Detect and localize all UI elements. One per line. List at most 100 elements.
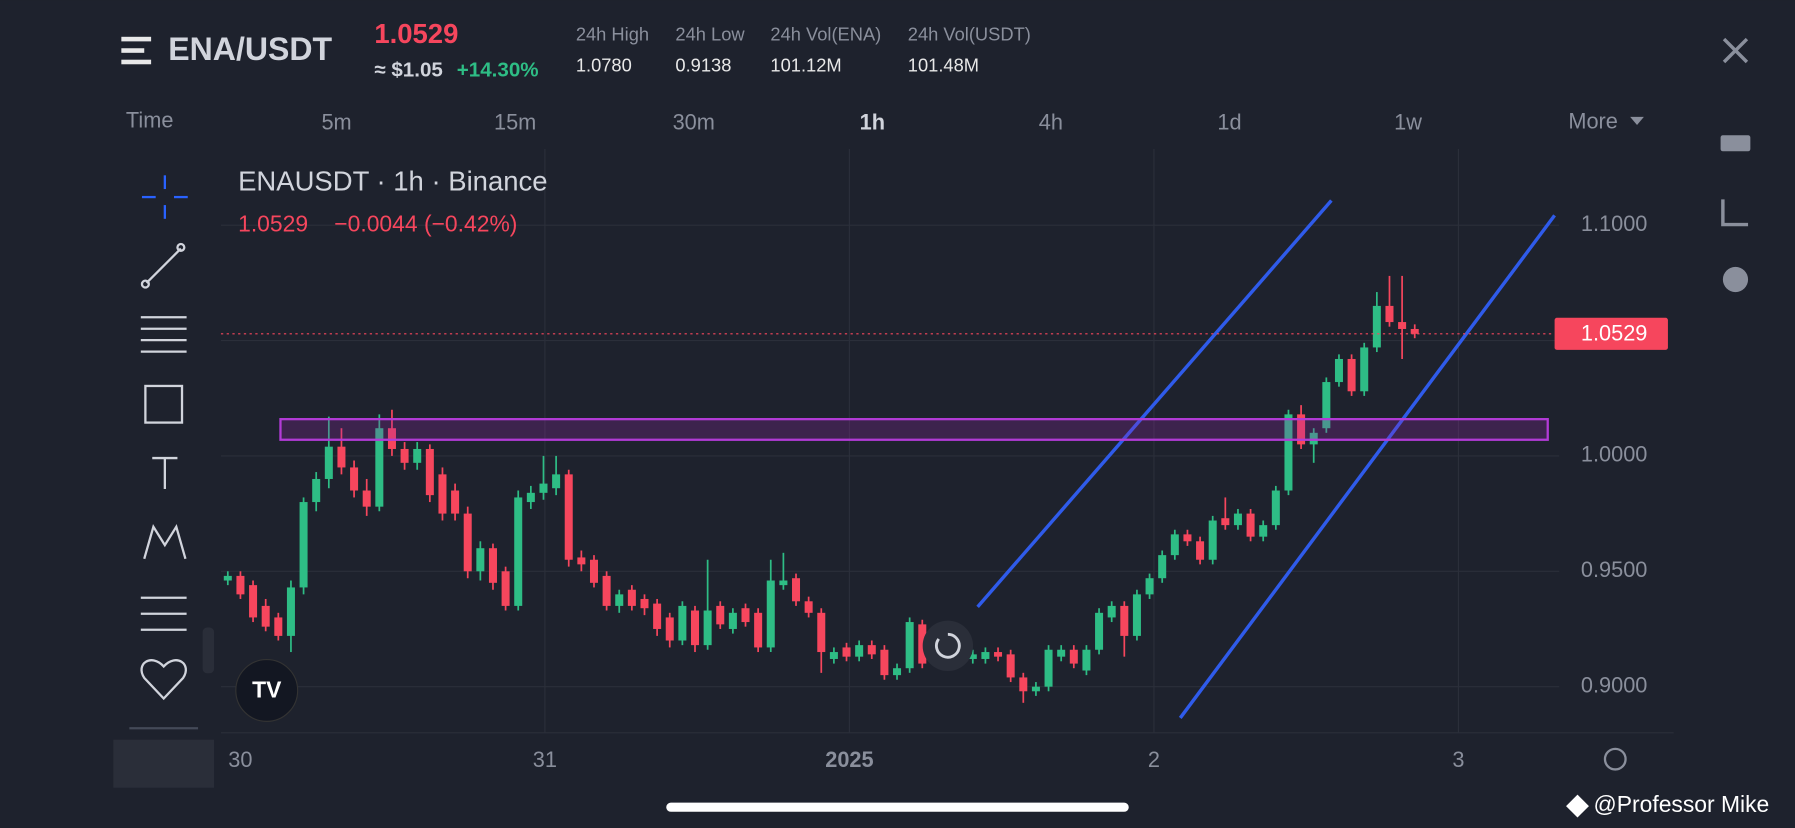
candle-body xyxy=(1183,534,1192,542)
candle-body xyxy=(488,548,497,583)
favorites-tool[interactable] xyxy=(140,659,187,701)
collapse-toolbar[interactable] xyxy=(202,627,215,674)
ruler-tool[interactable] xyxy=(113,739,215,788)
candle-body xyxy=(261,605,270,627)
watermark-icon xyxy=(1566,794,1589,818)
candle-body xyxy=(994,652,1003,657)
zone-rect xyxy=(279,418,1549,441)
pair: ENA/USDT xyxy=(168,31,332,67)
settings-icon[interactable] xyxy=(1722,266,1749,293)
candle-body xyxy=(893,668,902,676)
candle-body xyxy=(312,478,321,503)
candle-body xyxy=(1297,414,1306,445)
theme-toggle[interactable] xyxy=(1603,747,1627,771)
watermark: @Professor Mike xyxy=(1594,791,1770,817)
candle-body xyxy=(1385,305,1394,323)
x-tick-label: 2025 xyxy=(825,747,873,772)
menu-icon[interactable] xyxy=(121,36,152,65)
candle-body xyxy=(653,603,662,629)
channel-lower xyxy=(1178,214,1556,719)
candle-body xyxy=(829,652,838,659)
crosshair-tool[interactable] xyxy=(141,175,188,219)
timeframe[interactable]: 30m xyxy=(673,110,715,135)
timeframe[interactable]: 5m xyxy=(321,110,351,135)
indicator-icon[interactable] xyxy=(1720,135,1751,152)
chart-type-icon[interactable] xyxy=(1721,199,1749,227)
candle-body xyxy=(754,612,763,648)
legend-change: −0.0044 (−0.42%) xyxy=(334,211,517,237)
x-tick-label: 3 xyxy=(1452,747,1464,772)
candle-body xyxy=(1246,513,1255,537)
fib-tool[interactable] xyxy=(140,316,187,353)
candle-body xyxy=(1334,358,1343,383)
candle-body xyxy=(968,654,977,659)
candle-body xyxy=(1208,520,1217,560)
change: +14.30% xyxy=(457,59,539,82)
y-tick-label: 1.0000 xyxy=(1581,442,1648,467)
candle-body xyxy=(1031,686,1040,692)
stat-label: 24h Vol(ENA) xyxy=(770,23,881,44)
timeframe[interactable]: 1d xyxy=(1217,110,1241,135)
close-button[interactable] xyxy=(1722,37,1749,64)
toolbar xyxy=(129,175,199,730)
candle-body xyxy=(1322,382,1331,429)
candle-body xyxy=(1398,322,1407,329)
candle-body xyxy=(678,605,687,641)
candle-body xyxy=(1360,347,1369,392)
candle-body xyxy=(451,490,460,514)
forecast-tool[interactable] xyxy=(140,596,187,631)
candle-body xyxy=(665,617,674,641)
reset-icon xyxy=(935,632,961,659)
candle-body xyxy=(1082,649,1091,671)
legend-title: ENAUSDT · 1h · Binance xyxy=(238,166,547,197)
candle-body xyxy=(867,645,876,655)
reset-button[interactable] xyxy=(922,620,974,672)
candle-body xyxy=(413,448,422,463)
candle-body xyxy=(1044,649,1053,687)
candle-body xyxy=(476,548,485,572)
x-tick-label: 2 xyxy=(1148,747,1160,772)
candle-body xyxy=(350,467,359,491)
candle-body xyxy=(1057,649,1066,657)
stat-value: 1.0780 xyxy=(576,54,632,75)
right-icons xyxy=(1720,135,1751,293)
rect-tool[interactable] xyxy=(144,384,184,424)
candle-body xyxy=(1284,414,1293,491)
timeframe[interactable]: 4h xyxy=(1039,110,1063,135)
stat-label: 24h High xyxy=(576,23,649,44)
text-tool[interactable] xyxy=(152,456,178,489)
y-tick-label: 0.9500 xyxy=(1581,557,1648,582)
price: 1.0529 xyxy=(374,18,458,49)
candle-body xyxy=(842,647,851,657)
candle-body xyxy=(425,448,434,496)
candle-body xyxy=(1019,677,1028,692)
candle-body xyxy=(223,575,232,581)
timeframe[interactable]: 1h xyxy=(860,110,885,135)
legend-price: 1.0529 xyxy=(238,211,308,237)
timeframe[interactable]: 1w xyxy=(1394,110,1422,135)
stat-label: 24h Low xyxy=(675,23,745,44)
candle-body xyxy=(880,649,889,676)
channel-upper xyxy=(976,199,1333,609)
stat-label: 24h Vol(USDT) xyxy=(908,23,1031,44)
candle-body xyxy=(1271,490,1280,526)
candle-body xyxy=(1221,518,1230,526)
candle-body xyxy=(1347,358,1356,392)
candle-body xyxy=(690,610,700,646)
stat-value: 101.48M xyxy=(908,54,979,75)
line-tool[interactable] xyxy=(140,242,186,289)
candle-body xyxy=(463,513,472,572)
pattern-tool[interactable] xyxy=(143,523,187,560)
candle-body xyxy=(274,617,283,636)
candle-body xyxy=(564,474,573,560)
candle-body xyxy=(552,474,561,489)
more-button[interactable]: More xyxy=(1568,108,1618,133)
candle-body xyxy=(602,575,611,606)
timeframe[interactable]: 15m xyxy=(494,110,536,135)
candle-body xyxy=(779,580,788,586)
candle-body xyxy=(918,624,927,664)
